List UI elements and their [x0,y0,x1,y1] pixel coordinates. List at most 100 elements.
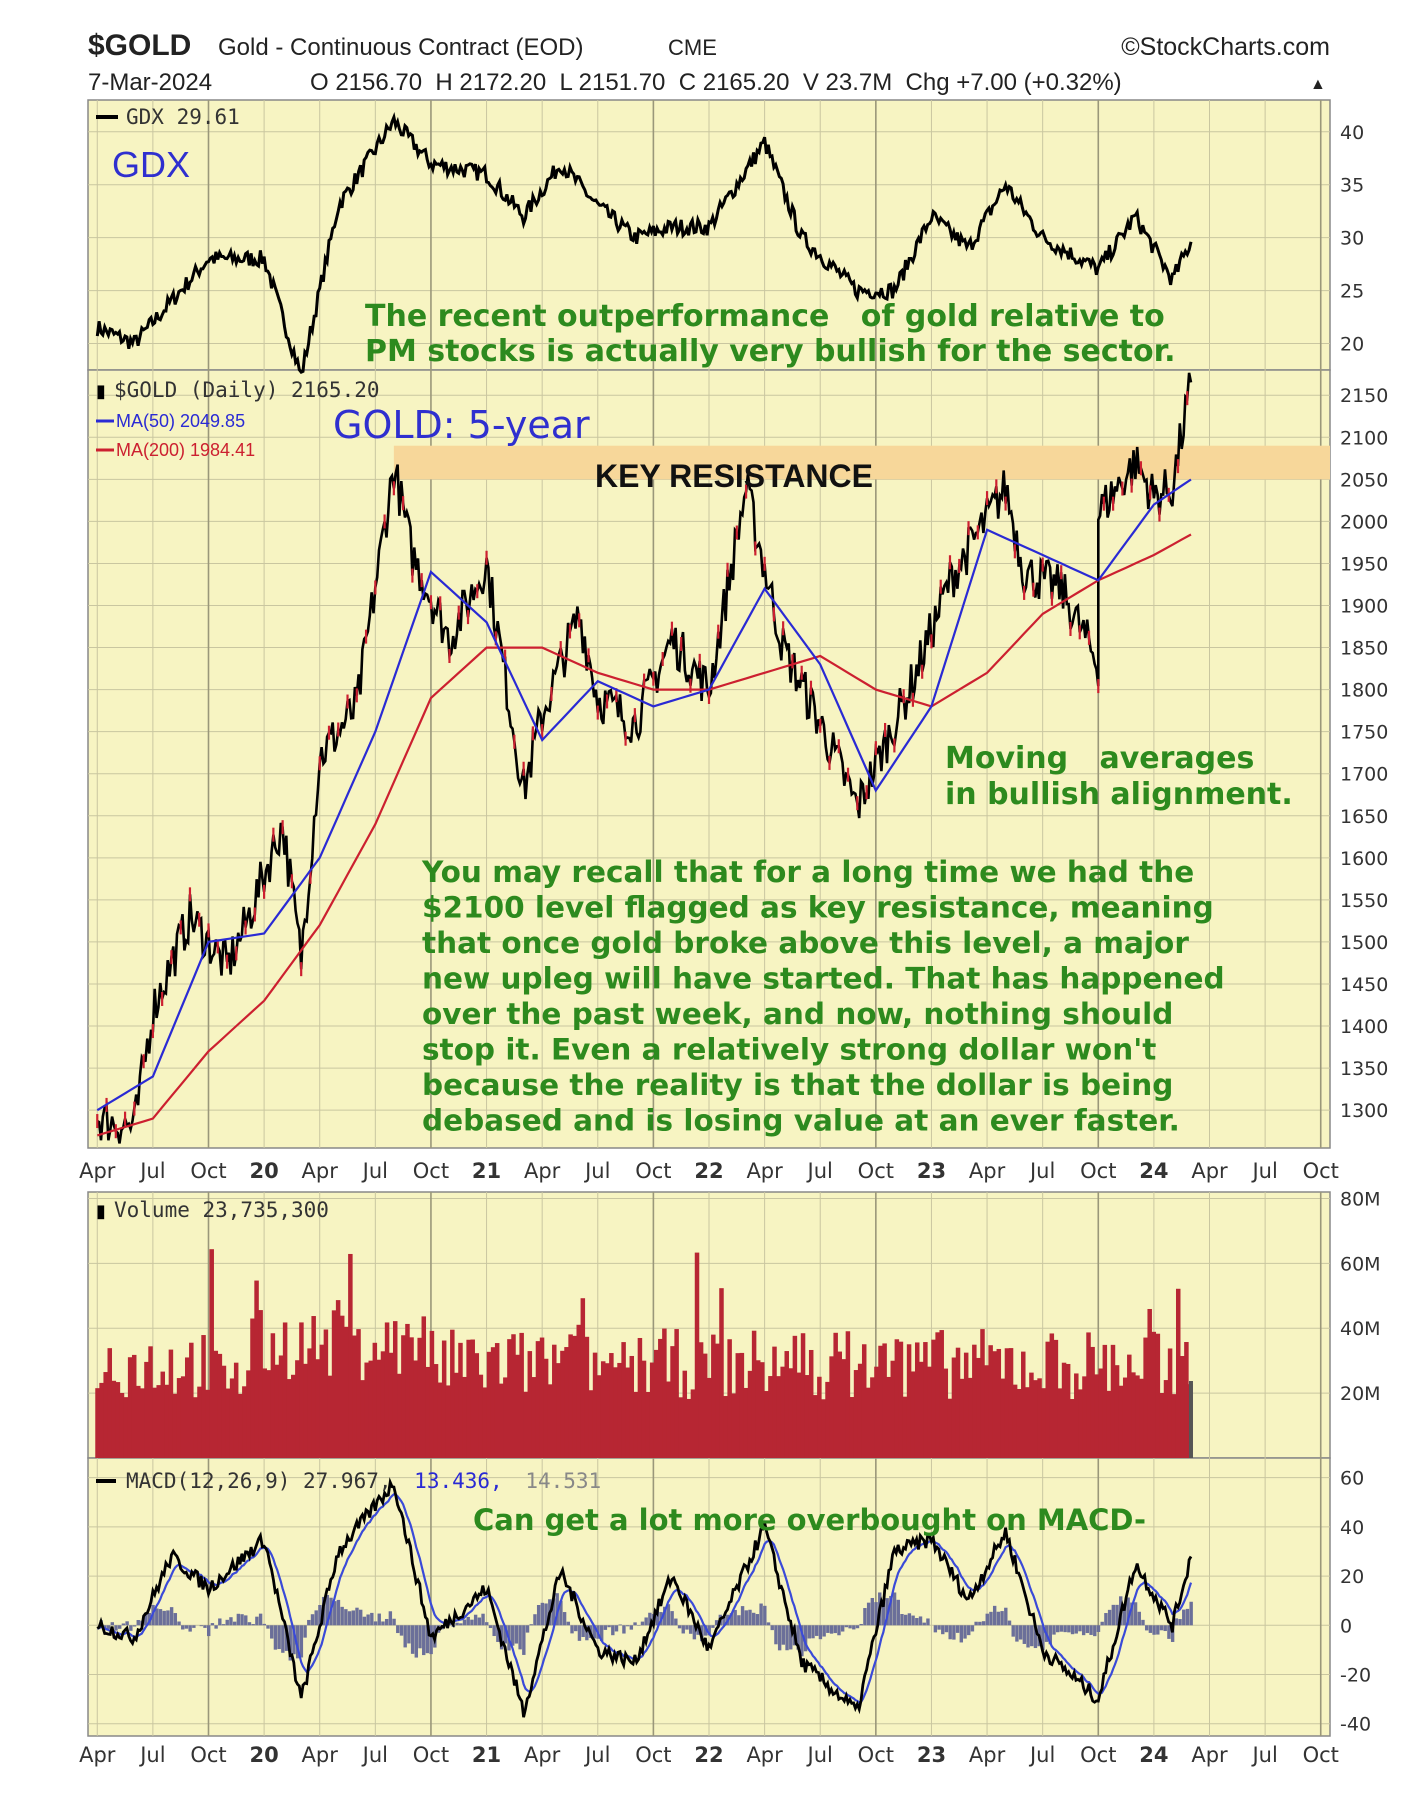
x-tick-label: Apr [302,1743,339,1767]
x-tick-label: Oct [858,1159,894,1183]
y-tick-label: 1600 [1340,848,1388,870]
macd-hist-bar [1174,1618,1179,1626]
x-tick-label: Oct [1303,1743,1339,1767]
macd-hist-bar [266,1625,270,1629]
volume-bar [258,1310,263,1458]
macd-hist-bar [511,1625,515,1646]
volume-bar [882,1343,887,1458]
macd-hist-bar [826,1625,830,1633]
macd-hist-bar [1063,1625,1067,1633]
volume-bar [1049,1333,1055,1458]
volume-bar [437,1382,443,1458]
x-tick-label: Jul [1250,1743,1277,1767]
macd-hist-bar [1022,1625,1027,1644]
volume-bar [861,1344,867,1458]
macd-hist-bar [592,1625,596,1639]
macd-hist-bar [896,1599,900,1626]
volume-bar [592,1352,598,1458]
volume-bar [344,1326,349,1458]
volume-bar [295,1360,300,1458]
macd-hist-bar [466,1616,470,1626]
macd-hist-bar [381,1621,385,1626]
volume-bar [127,1357,133,1458]
y-tick-label: 40 [1340,1517,1364,1539]
volume-bar [686,1398,692,1458]
macd-hist-bar [577,1625,582,1641]
macd-hist-bar [525,1625,530,1633]
volume-bar [1118,1385,1124,1458]
macd-hist-bar [1178,1619,1182,1626]
macd-hist-bar [952,1625,956,1640]
macd-hist-bar [1170,1625,1175,1642]
macd-hist-bar [811,1625,815,1639]
macd-hist-bar [388,1611,393,1626]
macd-hist-bar [459,1623,463,1626]
x-tick-label: Apr [969,1159,1006,1183]
x-tick-label: Oct [635,1743,671,1767]
macd-hist-bar [1182,1609,1186,1626]
macd-hist-bar [840,1625,845,1632]
volume-bar [784,1351,789,1458]
x-tick-label: Jul [806,1159,833,1183]
volume-bar [1175,1288,1181,1458]
x-tick-label: Jul [138,1743,165,1767]
macd-hist-bar [281,1625,285,1653]
volume-bar [172,1393,178,1458]
x-tick-label: Oct [190,1159,226,1183]
macd-hist-bar [288,1625,292,1661]
volume-bar [136,1385,141,1458]
macd-hist-bar [129,1625,133,1631]
gdx-series [95,112,1193,374]
y-tick-label: -20 [1340,1664,1371,1686]
macd-hist-bar [203,1625,207,1628]
macd-series [96,1477,1193,1718]
macd-hist-bar [1107,1609,1112,1626]
volume-bar [478,1374,484,1458]
volume-bar [119,1392,125,1458]
volume-bar [1106,1390,1112,1458]
volume-bar [821,1399,826,1458]
volume-bar [1021,1351,1026,1458]
volume-bar [910,1371,916,1458]
volume-bar [291,1374,296,1458]
volume-bar [156,1385,161,1458]
macd-hist-bar [614,1625,619,1632]
x-tick-label: 23 [917,1743,946,1767]
volume-bar [707,1377,712,1458]
volume-bar [335,1300,341,1458]
macd-hist-bar [518,1625,522,1650]
macd-hist-bar [629,1625,634,1630]
x-tick-label: Oct [1303,1159,1339,1183]
macd-hist-bar [770,1625,774,1631]
volume-bar [625,1367,630,1458]
volume-bar [755,1360,761,1458]
volume-bar [1016,1388,1022,1458]
macd-hist-bar [218,1618,222,1626]
volume-bar [596,1375,602,1458]
macd-hist-bar [855,1625,860,1629]
macd-hist-bar [366,1614,370,1626]
macd-hist-bar [403,1625,407,1648]
main-annotation-line: that once gold broke above this level, a… [422,926,1189,960]
macd-hist-bar [229,1617,233,1626]
volume-bar [931,1339,936,1458]
volume-bar [1033,1380,1038,1458]
x-axis-ticks: Apr Jul Oct 20 Apr Jul Oct 21 Apr Jul Oct 22 Apr Jul O… [79,1159,1339,1767]
macd-hist-bar [125,1621,129,1626]
volume-bar [331,1310,337,1458]
volume-bar [804,1375,810,1458]
macd-hist-bar [477,1617,482,1626]
volume-bar [311,1316,316,1458]
volume-bar [299,1322,304,1458]
x-tick-label: Oct [1080,1159,1116,1183]
y-tick-label: 40 [1340,122,1364,144]
macd-hist-bar [1141,1619,1145,1626]
macd-hist-bar [355,1607,359,1626]
macd-hist-bar [1074,1625,1078,1634]
macd-hist-bar [551,1598,556,1626]
macd-hist-bar [455,1622,459,1626]
macd-hist-bar [492,1625,496,1637]
volume-bar [160,1371,166,1458]
volume-bar [242,1386,247,1458]
macd-hist-bar [270,1625,274,1639]
